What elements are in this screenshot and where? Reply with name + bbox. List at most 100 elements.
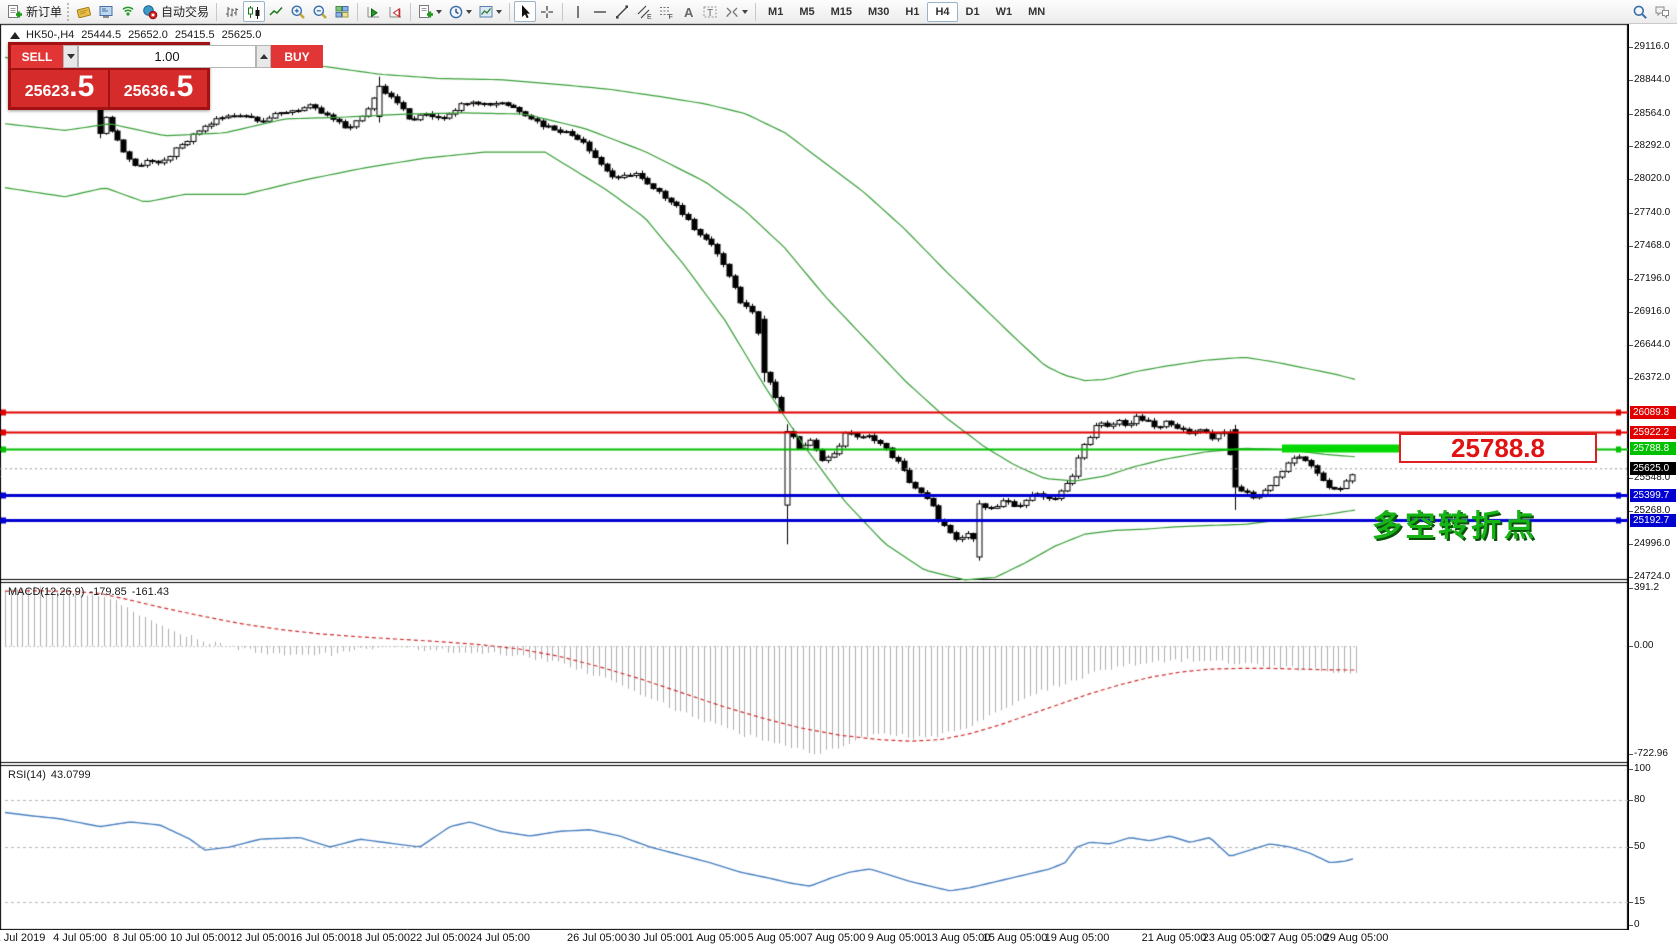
price-line-tag[interactable]: 25788.8	[1630, 442, 1676, 455]
date-axis-tick: 23 Aug 05:00	[1202, 932, 1268, 944]
price-axis-tick: 27196.0	[1628, 272, 1671, 284]
template-caret-icon[interactable]	[496, 9, 503, 14]
chat-icon[interactable]	[1651, 1, 1673, 22]
navigator-icon[interactable]	[95, 1, 117, 22]
tab-timeframe-d1[interactable]: D1	[965, 5, 980, 18]
periods-caret-icon[interactable]	[466, 9, 473, 14]
tab-timeframe-h4[interactable]: H4	[927, 1, 958, 22]
date-axis-tick: 5 Aug 05:00	[747, 932, 807, 944]
rsi-axis-tick: 100	[1629, 762, 1651, 774]
chart-annotation-text[interactable]: 多空转折点	[1372, 510, 1537, 543]
price-line-tag[interactable]: 26089.8	[1630, 405, 1676, 419]
price-axis-tick: 29116.0	[1628, 41, 1670, 52]
channel-tool-button[interactable]: E	[633, 1, 655, 22]
candlestick-mode-button[interactable]	[243, 1, 266, 22]
date-axis-tick: 9 Aug 05:00	[867, 932, 927, 944]
macd-axis-tick: 391.2	[1628, 582, 1660, 593]
price-low: 25415.5	[174, 29, 215, 41]
price-axis-tick: 24996.0	[1628, 538, 1671, 550]
price-line-tag[interactable]: 25192.7	[1630, 513, 1676, 527]
chart-canvas[interactable]	[0, 0, 1628, 947]
timeframe-bar: M1 M5 M15 M30 H1 H4 D1 W1 MN	[760, 1, 1053, 22]
sell-button[interactable]: SELL	[11, 45, 63, 68]
macd-axis-tick: 0.00	[1628, 640, 1654, 652]
tab-timeframe-w1[interactable]: W1	[995, 5, 1013, 18]
buy-price-main: 25636	[123, 83, 169, 100]
date-axis-tick: 29 Aug 05:00	[1323, 932, 1389, 944]
price-line-tag[interactable]: 25922.2	[1630, 425, 1676, 439]
signals-icon[interactable]	[117, 1, 139, 22]
volume-input[interactable]	[78, 45, 256, 68]
periods-clock-button[interactable]	[445, 1, 475, 22]
price-axis-tick: 27740.0	[1628, 207, 1671, 219]
tile-windows-button[interactable]	[331, 1, 353, 22]
new-order-label: 新订单	[26, 5, 63, 19]
price-axis-tick: 26372.0	[1628, 372, 1671, 384]
bar-chart-mode-button[interactable]	[221, 1, 243, 22]
date-axis-tick: 13 Aug 05:00	[925, 932, 991, 944]
new-order-button[interactable]: 新订单	[4, 1, 65, 22]
price-high: 25652.0	[128, 29, 168, 41]
new-chart-caret-icon[interactable]	[436, 9, 443, 14]
symbol-period: HK50-,H4	[26, 29, 75, 41]
tab-timeframe-m15[interactable]: M15	[830, 5, 852, 18]
crosshair-tool-button[interactable]	[536, 1, 558, 22]
sell-price-box[interactable]: 25623 .5	[11, 70, 108, 107]
volume-decrease-button[interactable]	[63, 45, 78, 68]
date-axis-tick: 4 Jul 05:00	[53, 932, 107, 944]
autotrading-button[interactable]: 自动交易	[139, 1, 212, 22]
date-axis-tick: 19 Aug 05:00	[1044, 932, 1110, 944]
current-price-tag: 25625.0	[1630, 461, 1676, 475]
market-watch-icon[interactable]	[73, 1, 95, 22]
zoom-in-button[interactable]	[287, 1, 309, 22]
volume-increase-button[interactable]	[256, 45, 271, 68]
text-tool-button[interactable]: A	[677, 1, 699, 22]
rsi-axis-tick: 0	[1629, 919, 1640, 931]
cursor-tool-button[interactable]	[514, 1, 537, 22]
price-axis-tick: 28564.0	[1628, 107, 1671, 119]
line-chart-mode-button[interactable]	[265, 1, 287, 22]
horizontal-line-tool-button[interactable]	[589, 1, 611, 22]
date-axis-tick: 1 Aug 05:00	[687, 932, 747, 944]
tab-timeframe-m1[interactable]: M1	[768, 5, 784, 18]
buy-button[interactable]: BUY	[271, 45, 323, 68]
price-close: 25625.0	[221, 29, 262, 41]
date-axis-tick: 21 Aug 05:00	[1141, 932, 1207, 944]
date-axis-tick: 8 Jul 05:00	[113, 932, 167, 944]
price-line-tag[interactable]: 25399.7	[1630, 488, 1676, 502]
panel-toggle-icon[interactable]	[10, 31, 20, 39]
date-axis-tick: 22 Jul 05:00	[410, 932, 470, 944]
step-back-button[interactable]	[384, 1, 406, 22]
date-axis-tick: 15 Aug 05:00	[982, 932, 1048, 944]
svg-text:A: A	[684, 5, 694, 20]
shapes-caret-icon[interactable]	[742, 9, 749, 14]
price-callout-label[interactable]: 25788.8	[1399, 433, 1597, 463]
price-axis[interactable]: 29116.0 28844.0 28564.0 28292.0 28020.0 27740…	[1628, 24, 1677, 930]
text-label-tool-button[interactable]: T	[699, 1, 721, 22]
rsi-axis-tick: 80	[1628, 794, 1646, 805]
new-chart-button[interactable]	[415, 1, 445, 22]
tab-timeframe-m5[interactable]: M5	[799, 5, 815, 18]
price-axis-tick: 26644.0	[1628, 339, 1671, 351]
buy-price-box[interactable]: 25636 .5	[110, 70, 207, 107]
tab-timeframe-mn[interactable]: MN	[1028, 5, 1046, 18]
date-axis-tick: 12 Jul 05:00	[230, 932, 290, 944]
step-forward-button[interactable]	[362, 1, 384, 22]
zoom-out-button[interactable]	[309, 1, 331, 22]
trendline-tool-button[interactable]	[611, 1, 633, 22]
search-icon[interactable]	[1629, 1, 1651, 22]
tab-timeframe-m30[interactable]: M30	[868, 5, 890, 18]
price-axis-tick: 24724.0	[1628, 571, 1671, 582]
price-axis-tick: 27468.0	[1628, 239, 1671, 251]
shapes-tool-button[interactable]	[721, 1, 751, 22]
vertical-line-tool-button[interactable]	[567, 1, 589, 22]
chart-template-button[interactable]	[475, 1, 505, 22]
date-axis-tick: 30 Jul 05:00	[628, 932, 688, 944]
date-axis-tick: 26 Jul 05:00	[567, 932, 627, 944]
svg-text:E: E	[647, 14, 652, 20]
fibonacci-tool-button[interactable]: F	[655, 1, 677, 22]
date-axis-tick: 2 Jul 2019	[0, 932, 46, 944]
sell-price-main: 25623	[24, 83, 70, 100]
tab-timeframe-h1[interactable]: H1	[905, 5, 920, 18]
